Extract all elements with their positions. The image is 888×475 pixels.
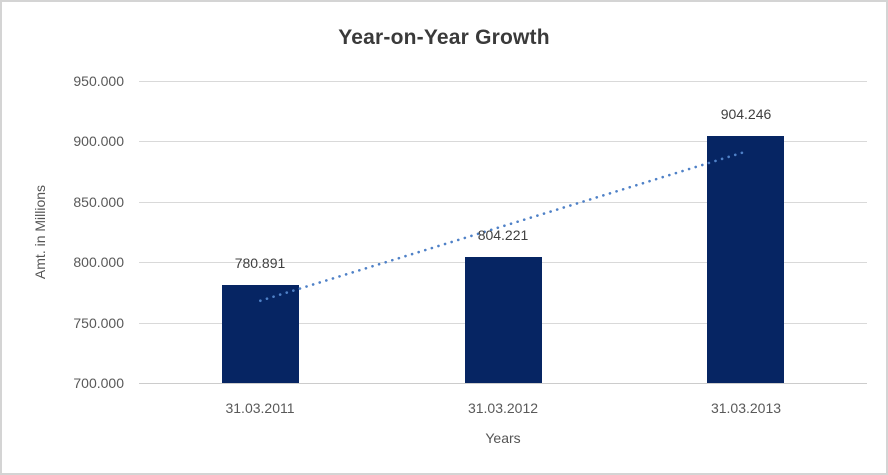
y-tick-label: 950.000 xyxy=(73,73,124,89)
gridline xyxy=(139,81,867,82)
x-axis-title: Years xyxy=(485,430,521,446)
data-label: 780.891 xyxy=(234,255,286,271)
y-tick-label: 900.000 xyxy=(73,133,124,149)
x-tick-label: 31.03.2011 xyxy=(225,400,295,416)
x-tick-label: 31.03.2012 xyxy=(467,400,539,416)
x-tick-label: 31.03.2013 xyxy=(710,400,782,416)
y-tick-label: 800.000 xyxy=(73,254,124,270)
y-tick-label: 700.000 xyxy=(73,375,124,391)
y-tick-label: 750.000 xyxy=(73,315,124,331)
y-tick-label: 850.000 xyxy=(73,194,124,210)
x-axis-line xyxy=(139,383,867,384)
gridline xyxy=(139,141,867,142)
bar-31.03.2013 xyxy=(707,136,784,383)
chart-title: Year-on-Year Growth xyxy=(338,26,550,49)
bar-31.03.2011 xyxy=(222,285,299,383)
data-label: 804.221 xyxy=(477,227,529,243)
bar-31.03.2012 xyxy=(465,257,542,383)
data-label: 904.246 xyxy=(720,106,772,122)
